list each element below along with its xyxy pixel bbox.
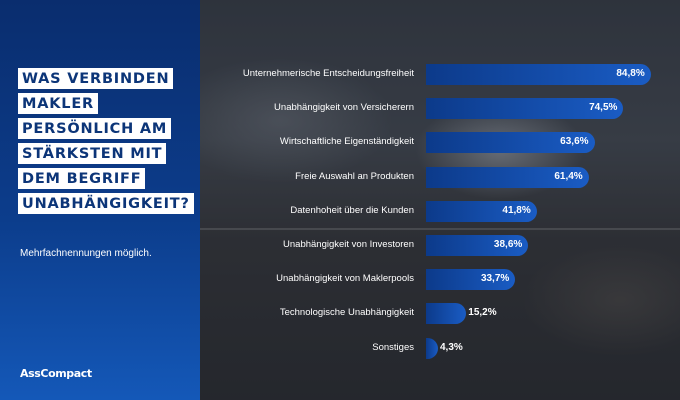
bar — [426, 132, 595, 154]
bar — [426, 235, 529, 256]
bar-chart: Unternehmerische Entscheidungsfreiheit 84… — [200, 0, 680, 400]
value-label: 33,7% — [480, 273, 510, 285]
bar — [426, 166, 589, 188]
value-label: 61,4% — [554, 170, 583, 182]
chart-subtitle: Mehrfachnennungen möglich. — [20, 248, 152, 259]
category-label: Wirtschaftliche Eigenständigkeit — [279, 136, 414, 148]
category-label: Technologische Unabhängigkeit — [279, 307, 414, 319]
value-label: 41,8% — [502, 204, 531, 216]
category-label: Unabhängigkeit von Investoren — [283, 239, 414, 250]
title-panel: WAS VERBINDEN MAKLER PERSÖNLICH AM STÄRK… — [0, 0, 200, 400]
bar — [426, 98, 624, 120]
value-label: 74,5% — [589, 102, 618, 114]
title-line: DEM BEGRIFF — [18, 168, 146, 189]
value-label: 4,3% — [440, 341, 463, 353]
category-label: Datenhoheit über die Kunden — [290, 204, 414, 216]
value-label: 63,6% — [560, 136, 589, 148]
bar — [426, 303, 467, 325]
title-line: STÄRKSTEN MIT — [18, 143, 167, 164]
category-label: Unternehmerische Entscheidungsfreiheit — [242, 68, 414, 79]
title-line: PERSÖNLICH AM — [18, 118, 172, 139]
brand-logo: AssCompact — [20, 367, 92, 380]
table-edge — [200, 228, 680, 230]
category-label: Unabhängigkeit von Maklerpools — [276, 273, 414, 285]
title-line: WAS VERBINDEN — [18, 68, 174, 89]
bar — [426, 200, 537, 222]
category-label: Sonstiges — [372, 341, 414, 353]
value-label: 84,8% — [616, 68, 645, 79]
category-label: Freie Auswahl an Produkten — [295, 170, 414, 182]
category-label: Unabhängigkeit von Versicherern — [274, 102, 414, 114]
title-line: UNABHÄNGIGKEIT? — [18, 193, 194, 214]
value-label: 38,6% — [493, 239, 523, 250]
bar — [426, 269, 516, 291]
bar — [426, 337, 438, 359]
value-label: 15,2% — [468, 307, 497, 319]
chart-title: WAS VERBINDEN MAKLER PERSÖNLICH AM STÄRK… — [18, 68, 196, 218]
title-line: MAKLER — [18, 93, 98, 114]
bar — [426, 64, 651, 85]
